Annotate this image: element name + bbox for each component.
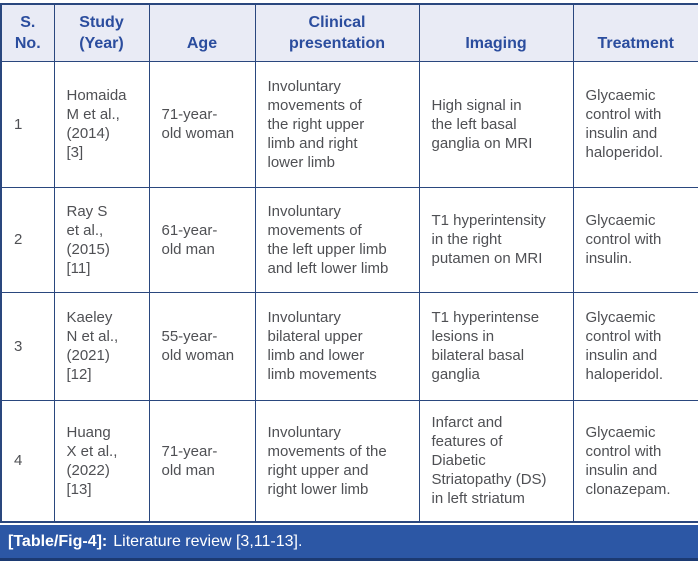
cell-treatment: Glycaemic control with insulin. (572, 186, 698, 293)
cell-sno: 2 (0, 186, 55, 293)
column-header-age: Age (148, 3, 256, 62)
literature-review-table: S. No. Study (Year) Age Clinical present… (0, 3, 698, 523)
column-header-sno: S. No. (0, 3, 55, 62)
cell-sno: 3 (0, 291, 55, 401)
figure-caption: [Table/Fig-4]: Literature review [3,11-1… (0, 525, 698, 561)
cell-age: 71-year- old woman (148, 60, 256, 188)
cell-study: Kaeley N et al., (2021) [12] (53, 291, 150, 401)
table-row: 1 Homaida M et al., (2014) [3] 71-year- … (0, 60, 698, 188)
table-row: 3 Kaeley N et al., (2021) [12] 55-year- … (0, 291, 698, 401)
cell-sno: 1 (0, 60, 55, 188)
column-header-imaging: Imaging (418, 3, 574, 62)
cell-imaging: T1 hyperintensity in the right putamen o… (418, 186, 574, 293)
cell-age: 61-year- old man (148, 186, 256, 293)
cell-imaging: T1 hyperintense lesions in bilateral bas… (418, 291, 574, 401)
header-row: S. No. Study (Year) Age Clinical present… (0, 3, 698, 62)
table-row: 2 Ray S et al., (2015) [11] 61-year- old… (0, 186, 698, 293)
cell-age: 71-year- old man (148, 399, 256, 523)
column-header-clinical-presentation: Clinical presentation (254, 3, 420, 62)
cell-treatment: Glycaemic control with insulin and halop… (572, 60, 698, 188)
cell-sno: 4 (0, 399, 55, 523)
cell-imaging: High signal in the left basal ganglia on… (418, 60, 574, 188)
cell-clinical-presentation: Involuntary movements of the left upper … (254, 186, 420, 293)
column-header-study-year: Study (Year) (53, 3, 150, 62)
cell-treatment: Glycaemic control with insulin and clona… (572, 399, 698, 523)
caption-text: Literature review [3,11-13]. (113, 532, 303, 550)
cell-study: Ray S et al., (2015) [11] (53, 186, 150, 293)
cell-study: Homaida M et al., (2014) [3] (53, 60, 150, 188)
cell-clinical-presentation: Involuntary movements of the right upper… (254, 399, 420, 523)
table-row: 4 Huang X et al., (2022) [13] 71-year- o… (0, 399, 698, 523)
caption-label: [Table/Fig-4]: (8, 532, 108, 550)
cell-clinical-presentation: Involuntary movements of the right upper… (254, 60, 420, 188)
literature-review-figure: S. No. Study (Year) Age Clinical present… (0, 3, 698, 561)
cell-age: 55-year- old woman (148, 291, 256, 401)
cell-treatment: Glycaemic control with insulin and halop… (572, 291, 698, 401)
column-header-treatment: Treatment (572, 3, 698, 62)
cell-clinical-presentation: Involuntary bilateral upper limb and low… (254, 291, 420, 401)
cell-study: Huang X et al., (2022) [13] (53, 399, 150, 523)
cell-imaging: Infarct and features of Diabetic Striato… (418, 399, 574, 523)
